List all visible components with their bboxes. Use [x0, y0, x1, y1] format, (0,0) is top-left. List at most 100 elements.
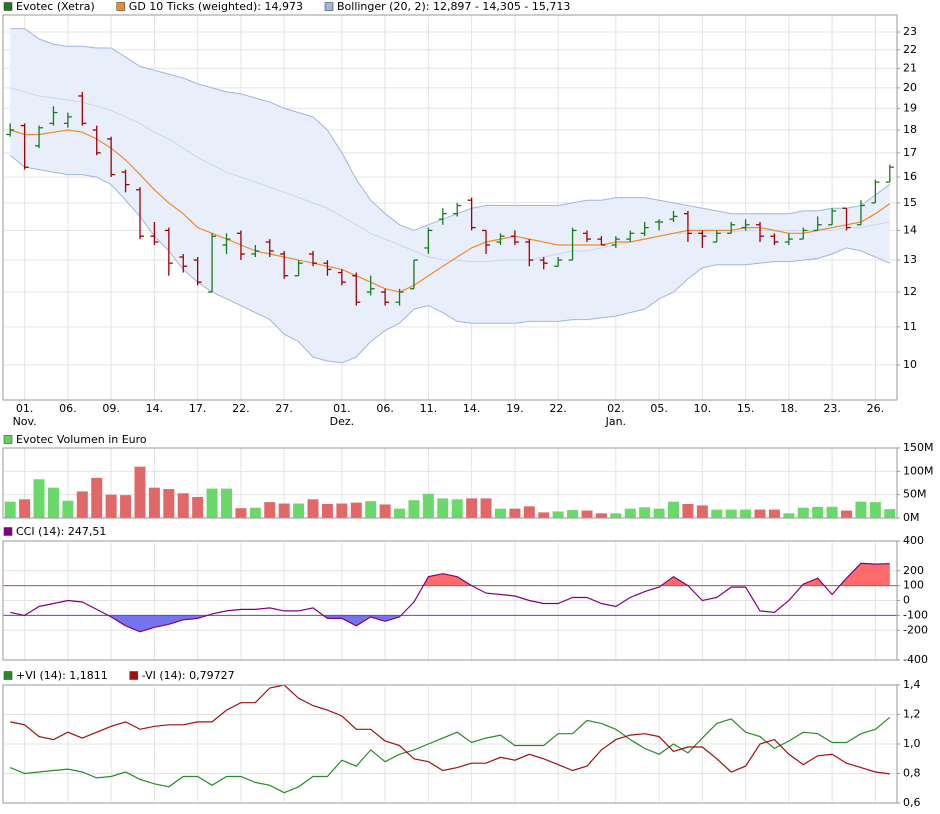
legend-label: Evotec Volumen in Euro — [16, 433, 147, 446]
y-tick-label: 150M — [903, 441, 934, 454]
volume-bar — [552, 511, 564, 518]
volume-bar — [682, 504, 694, 518]
x-tick-label: 06. — [59, 402, 77, 415]
y-tick-label: 0,6 — [903, 796, 921, 809]
legend-swatch — [3, 671, 13, 680]
volume-bar — [567, 510, 579, 518]
volume-bar — [321, 504, 333, 518]
y-tick-label: 400 — [903, 534, 924, 547]
volume-bar — [595, 513, 607, 518]
y-tick-label: 16 — [903, 170, 917, 183]
y-tick-label: -200 — [903, 623, 928, 636]
x-tick-label: 22. — [232, 402, 250, 415]
y-tick-label: 15 — [903, 196, 917, 209]
y-tick-label: 200 — [903, 564, 924, 577]
x-tick-label: 01. — [16, 402, 34, 415]
indicator-line — [9, 716, 891, 794]
volume-bar — [696, 505, 708, 518]
x-tick-label: 26. — [867, 402, 885, 415]
x-tick-label: 10. — [694, 402, 712, 415]
y-tick-label: 17 — [903, 146, 917, 159]
volume-bar — [768, 509, 780, 518]
volume-bar — [134, 466, 146, 518]
volume-bar — [192, 497, 204, 518]
y-tick-label: 0 — [903, 594, 910, 607]
volume-bar — [278, 503, 290, 518]
volume-bar — [812, 506, 824, 518]
volume-bar — [336, 503, 348, 518]
volume-bar — [639, 507, 651, 518]
legend-label: Bollinger (20, 2): 12,897 - 14,305 - 15,… — [337, 0, 570, 13]
legend-swatch — [116, 2, 126, 11]
bollinger-fill — [10, 28, 890, 363]
volume-bar — [725, 509, 737, 518]
y-tick-label: 11 — [903, 320, 917, 333]
x-tick-label: 02. — [607, 402, 625, 415]
y-tick-label: 1,2 — [903, 708, 921, 721]
legend-label: +VI (14): 1,1811 — [16, 669, 108, 682]
volume-bar — [422, 493, 434, 518]
y-tick-label: 21 — [903, 61, 917, 74]
volume-bar — [235, 508, 247, 518]
volume-bar — [869, 502, 881, 518]
legend-label: GD 10 Ticks (weighted): 14,973 — [129, 0, 303, 13]
volume-bar — [19, 499, 31, 518]
x-tick-label: 06. — [376, 402, 394, 415]
volume-bar — [451, 499, 463, 518]
volume-bar — [783, 513, 795, 518]
volume-bar — [221, 488, 232, 518]
x-sublabel: Jan. — [605, 415, 626, 428]
y-tick-label: -400 — [903, 653, 928, 666]
x-tick-label: 18. — [780, 402, 798, 415]
volume-bar — [538, 512, 550, 518]
y-tick-label: 13 — [903, 253, 917, 266]
volume-bar — [105, 494, 117, 518]
legend-swatch — [129, 671, 139, 680]
y-tick-label: 23 — [903, 25, 917, 38]
x-tick-label: 09. — [102, 402, 120, 415]
volume-bar — [711, 509, 723, 518]
x-tick-label: 17. — [189, 402, 207, 415]
volume-bar — [826, 506, 838, 518]
volume-bar — [148, 487, 160, 518]
volume-bar — [653, 508, 665, 518]
volume-bar — [740, 509, 752, 518]
x-tick-label: 14. — [463, 402, 481, 415]
volume-bar — [264, 502, 276, 518]
volume-bar — [163, 489, 175, 518]
plot-border — [2, 14, 898, 401]
volume-bar — [350, 502, 362, 518]
x-tick-label: 22. — [549, 402, 567, 415]
legend-label: CCI (14): 247,51 — [16, 525, 106, 538]
y-tick-label: 14 — [903, 223, 917, 236]
y-tick-label: 19 — [903, 101, 917, 114]
volume-bar — [855, 501, 867, 518]
volume-bar — [47, 487, 59, 518]
legend-swatch — [3, 435, 13, 444]
legend-label: -VI (14): 0,79727 — [142, 669, 235, 682]
y-tick-label: 1,4 — [903, 678, 921, 691]
x-tick-label: 14. — [146, 402, 164, 415]
volume-bar — [293, 503, 305, 518]
volume-bar — [4, 501, 16, 518]
y-tick-label: -100 — [903, 608, 928, 621]
y-tick-label: 20 — [903, 81, 917, 94]
plot-border — [2, 540, 898, 661]
volume-bar — [523, 506, 535, 518]
x-tick-label: 11. — [420, 402, 438, 415]
plot-border — [2, 447, 898, 519]
bollinger-lower — [9, 154, 890, 364]
y-tick-label: 1,0 — [903, 737, 921, 750]
volume-bar — [76, 491, 88, 518]
y-tick-label: 100 — [903, 579, 924, 592]
volume-bar — [581, 510, 593, 518]
volume-bar — [668, 501, 679, 518]
volume-bar — [754, 509, 766, 518]
bollinger-upper — [10, 28, 891, 231]
volume-bar — [177, 493, 189, 518]
volume-bar — [379, 504, 391, 518]
volume-bar — [408, 500, 420, 518]
volume-bar — [466, 498, 478, 518]
volume-bar — [494, 508, 506, 518]
x-sublabel: Dez. — [330, 415, 355, 428]
